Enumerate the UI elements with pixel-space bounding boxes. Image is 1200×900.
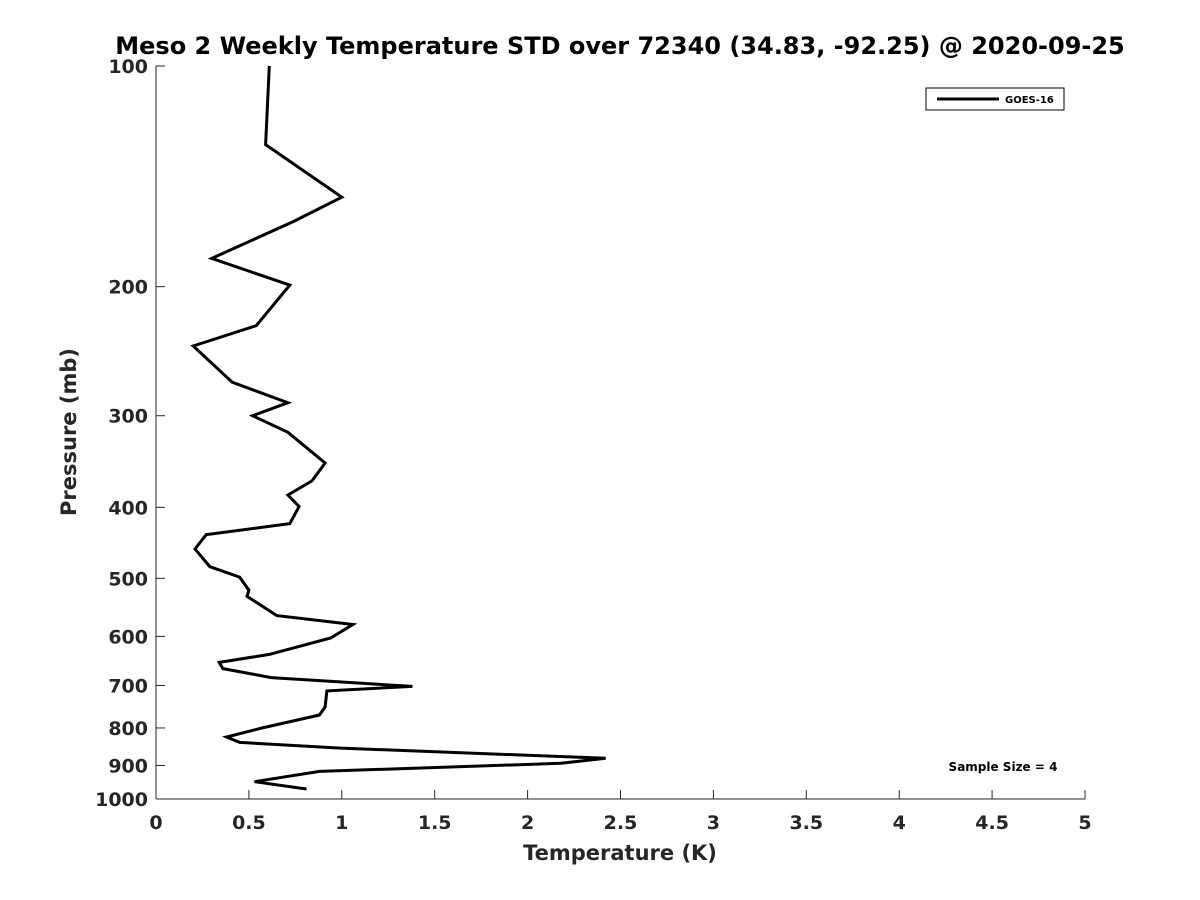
x-tick-label: 5: [1078, 812, 1091, 834]
series-lines: [190, 65, 606, 791]
x-tick-label: 0: [149, 812, 162, 834]
y-tick-label: 1000: [95, 789, 148, 811]
chart-title: Meso 2 Weekly Temperature STD over 72340…: [115, 32, 1125, 60]
y-tick-label: 100: [108, 56, 148, 78]
y-tick-label: 700: [108, 675, 148, 697]
x-tick-label: 4.5: [975, 812, 1009, 834]
axes: 0 0.5 1 1.5 2 2.5 3 3.5 4 4.5 5 100 200 300 400 500 600 7…: [95, 56, 1092, 834]
y-axis-label: Pressure (mb): [57, 348, 81, 516]
y-tick-label: 200: [108, 277, 148, 299]
x-tick-label: 3: [707, 812, 720, 834]
legend-label: GOES-16: [1005, 95, 1054, 106]
y-tick-label: 600: [108, 626, 148, 648]
y-tick-label: 800: [108, 718, 148, 740]
y-tick-label: 400: [108, 497, 148, 519]
y-tick-label: 300: [108, 406, 148, 428]
legend: GOES-16: [925, 87, 1065, 111]
x-tick-label: 1.5: [418, 812, 452, 834]
x-tick-label: 2: [521, 812, 534, 834]
y-tick-label: 900: [108, 755, 148, 777]
series-line-0: [190, 65, 606, 791]
x-tick-label: 3.5: [789, 812, 823, 834]
x-tick-label: 1: [335, 812, 348, 834]
x-tick-label: 2.5: [604, 812, 638, 834]
sample-size-annotation: Sample Size = 4: [949, 760, 1058, 774]
x-axis-label: Temperature (K): [523, 841, 717, 865]
x-tick-label: 0.5: [232, 812, 266, 834]
x-tick-label: 4: [893, 812, 906, 834]
y-tick-label: 500: [108, 568, 148, 590]
